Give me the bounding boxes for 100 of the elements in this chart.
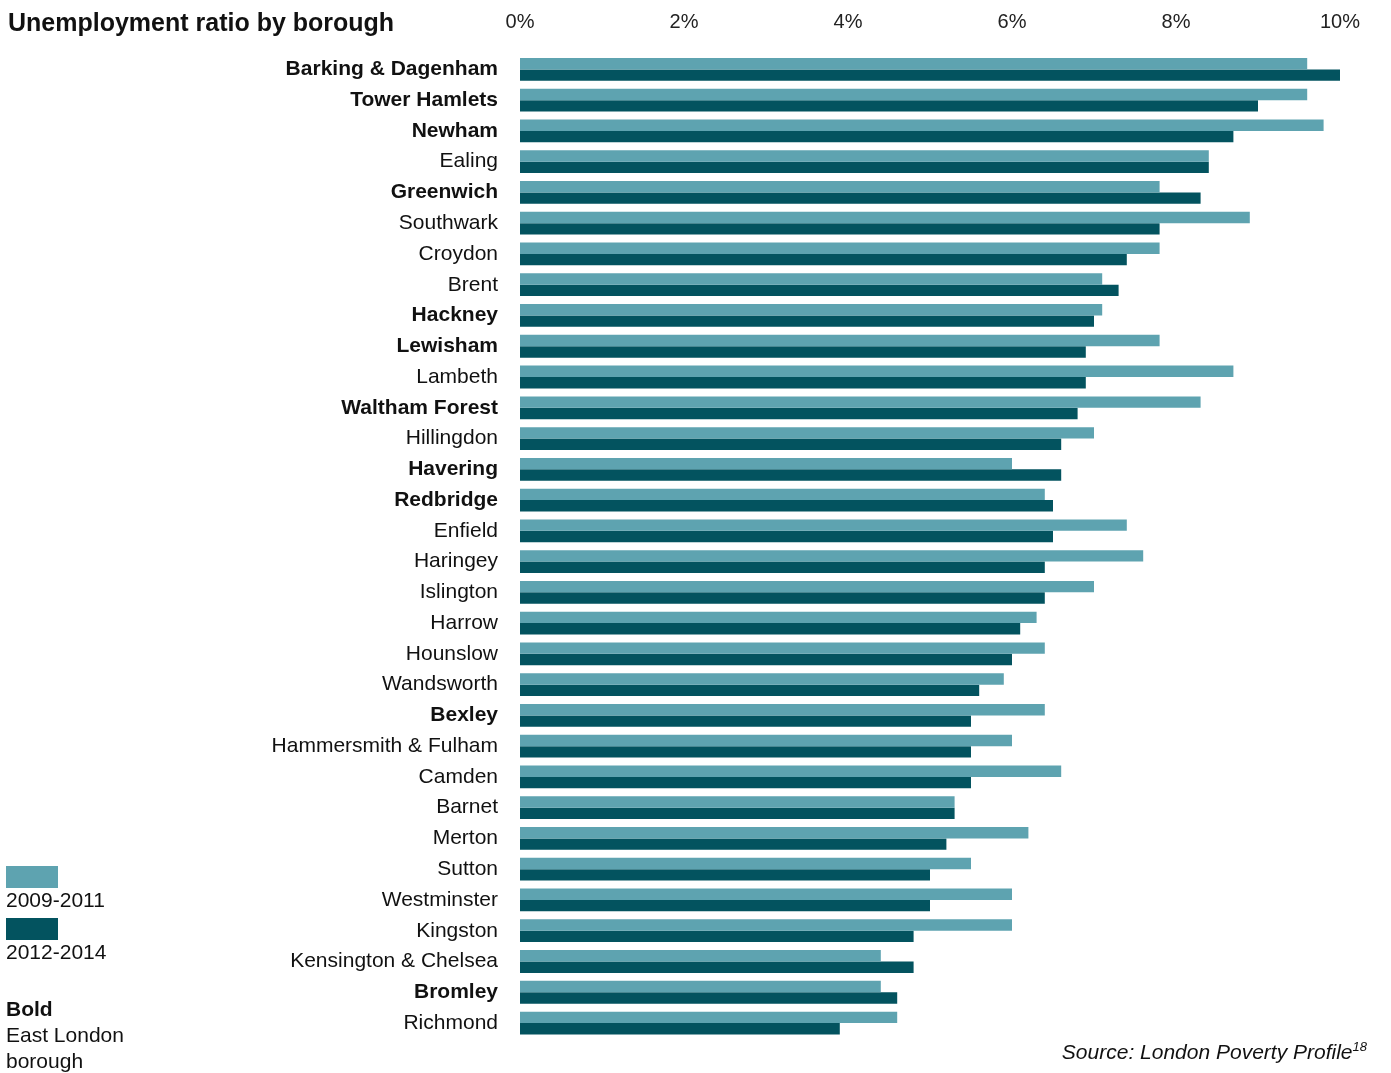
bar [520,950,881,962]
bar [520,827,1029,839]
bar [520,684,980,697]
x-tick-label: 8% [1161,9,1191,32]
bar [520,919,1012,931]
bar [520,58,1308,70]
bar [520,130,1234,143]
bar [520,776,971,789]
y-tick-label: Barnet [436,794,499,818]
x-tick-label: 10% [1319,9,1361,32]
bar [520,530,1053,543]
bar [520,407,1078,420]
bar [520,869,930,881]
bar [520,519,1127,531]
bar [520,838,947,850]
bar [520,365,1234,378]
bar [520,715,971,727]
bar [520,69,1340,81]
bar [520,899,930,912]
bar [520,561,1045,573]
bar [520,438,1062,450]
text: Unemployment ratio by borough [8,8,395,37]
y-tick-label: Hammersmith & Fulham [271,732,498,756]
bar [520,930,914,943]
y-tick-label: Newham [411,117,498,141]
y-tick-label: Bromley [413,979,499,1003]
bar [520,253,1127,266]
y-tick-label: Bexley [430,702,499,726]
y-tick-label: Havering [408,456,498,480]
y-tick-label: Brent [447,271,499,295]
y-tick-label: Kensington & Chelsea [290,948,499,972]
bar [520,346,1086,358]
bar [520,488,1045,501]
bar [520,315,1094,327]
bar [520,746,971,758]
bar [520,396,1201,408]
bar [520,284,1119,297]
y-tick-label: Greenwich [390,179,498,203]
bar [520,765,1062,777]
bar [520,223,1160,235]
bar [520,807,955,820]
bar [520,211,1250,224]
bar [520,796,955,808]
y-tick-label: Lambeth [416,363,498,387]
y-tick-label: Hackney [411,302,499,326]
bar [520,377,1086,389]
y-tick-label: Hounslow [405,640,499,664]
bar [520,961,914,973]
bar [520,1011,898,1024]
y-tick-label: Tower Hamlets [350,86,498,110]
bar [520,273,1103,285]
bar [520,100,1258,112]
y-tick-label: Wandsworth [382,671,498,695]
bar [520,980,881,993]
bar [520,580,1094,593]
y-tick-label: Camden [418,763,498,787]
bar [520,457,1012,470]
y-tick-label: Enfield [433,517,498,541]
bar [520,888,1012,900]
bar [520,192,1201,204]
bar [520,704,1045,716]
y-tick-label: Westminster [381,886,498,910]
bar [520,673,1004,685]
y-tick-label: Lewisham [396,333,498,357]
bar [520,592,1045,604]
bar [520,161,1209,174]
y-tick-label: Merton [432,825,498,849]
bar [520,1023,840,1035]
y-tick-label: Ealing [439,148,498,172]
y-tick-label: Barking & Dagenham [285,56,498,80]
y-tick-label: Sutton [437,856,498,879]
y-tick-label: Croydon [418,240,498,264]
bar [520,623,1021,635]
y-tick-label: Richmond [403,1009,498,1033]
y-tick-label: Harrow [430,609,499,633]
x-tick-label: 6% [997,9,1027,32]
bar [520,642,1045,654]
bar [520,734,1012,747]
bar [520,857,971,870]
y-tick-label: Hillingdon [405,425,498,449]
bar [520,304,1103,316]
bar [520,469,1062,481]
bar [520,653,1012,666]
source-note: Source: London Poverty Profile$^{18}$ [1061,1039,1367,1064]
bar [520,550,1144,562]
x-tick-label: 0% [505,9,535,32]
legend-label: 2012-2014 [6,940,107,964]
y-tick-label: Islington [419,579,498,603]
bar [520,119,1324,131]
y-tick-label: Haringey [413,548,499,572]
bar [520,992,898,1004]
bar [520,427,1094,439]
x-tick-label: 2% [669,9,699,32]
x-tick-label: 4% [833,9,863,32]
y-tick-label: Kingston [416,917,498,941]
bar [520,181,1160,193]
bar [520,88,1308,101]
y-tick-label: Southwark [398,209,499,233]
bar [520,500,1053,512]
bar [520,611,1037,624]
